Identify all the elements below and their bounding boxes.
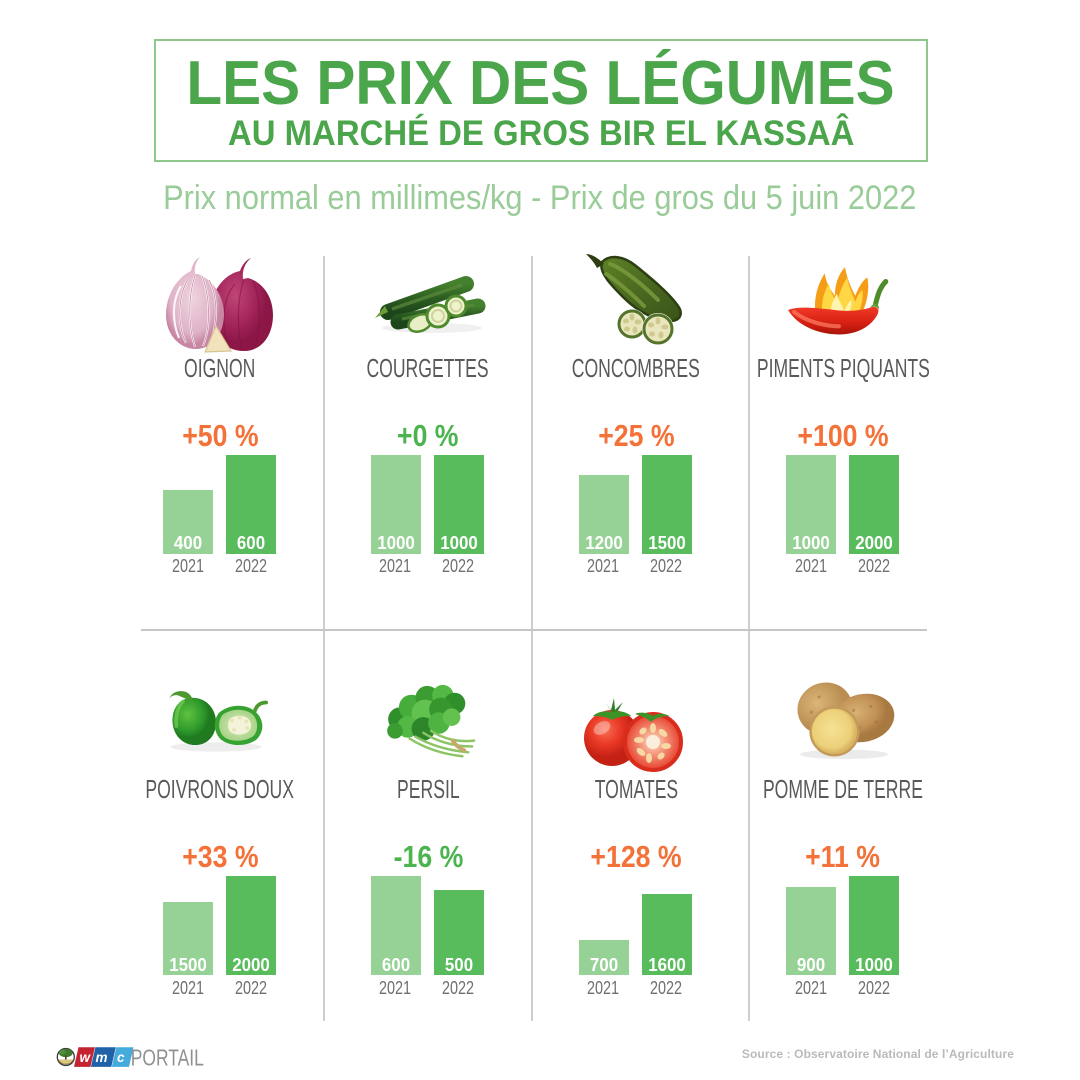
- svg-text:PORTAIL: PORTAIL: [131, 1045, 204, 1069]
- svg-text:c: c: [117, 1050, 125, 1065]
- svg-text:m: m: [96, 1050, 108, 1065]
- svg-text:w: w: [80, 1050, 92, 1065]
